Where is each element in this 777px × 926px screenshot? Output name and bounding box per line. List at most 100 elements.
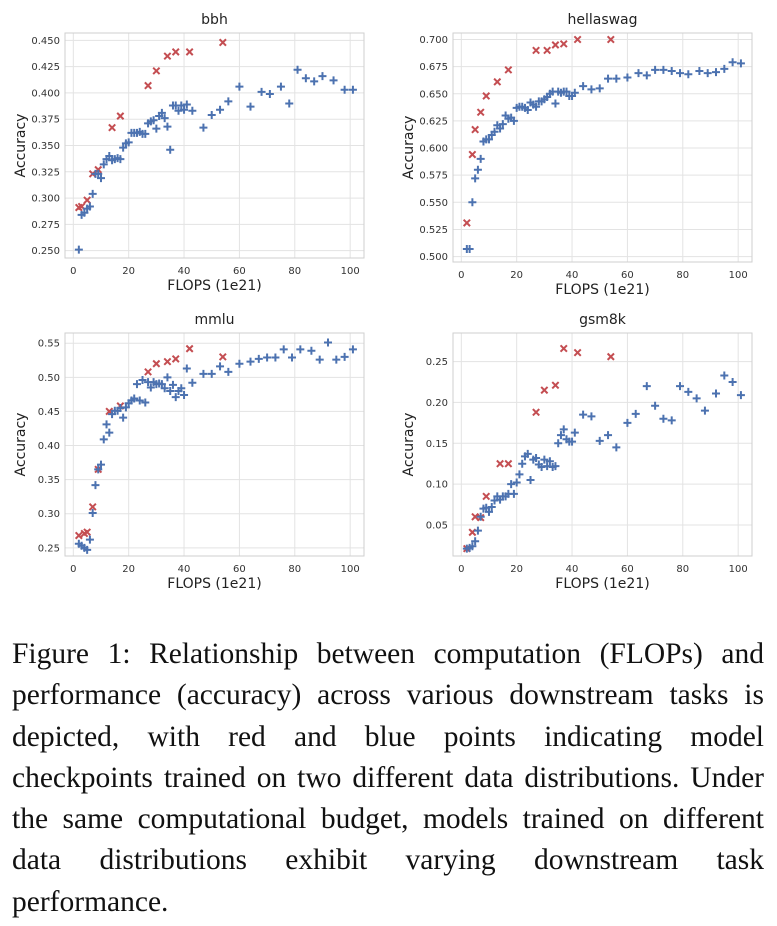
data-point — [651, 401, 660, 410]
data-point — [484, 135, 493, 144]
data-point — [554, 439, 563, 448]
series-blue-plus — [74, 65, 357, 254]
data-point — [224, 367, 233, 376]
subplot-title: mmlu — [194, 312, 234, 328]
y-axis-label: Accuracy — [13, 413, 29, 477]
data-point — [121, 403, 130, 412]
y-axis-label: Accuracy — [13, 114, 29, 178]
x-tick-label: 60 — [621, 270, 634, 281]
data-point — [94, 169, 103, 178]
y-tick-label: 0.450 — [31, 36, 60, 47]
x-tick-label: 60 — [233, 266, 246, 277]
subplot-bbh: 0 20 40 60 80 100 0.250 0.275 0.300 0.325 0.350 0.3… — [13, 12, 365, 294]
data-point — [700, 406, 709, 415]
data-point — [88, 509, 97, 518]
y-tick-label: 0.25 — [426, 357, 448, 368]
x-tick-label: 60 — [621, 564, 634, 575]
x-tick-label: 40 — [178, 266, 191, 277]
x-tick-label: 100 — [341, 564, 360, 575]
data-point — [532, 453, 541, 462]
data-point — [246, 357, 255, 366]
y-tick-label: 0.625 — [419, 116, 448, 127]
data-point — [526, 476, 535, 485]
x-tick-label: 40 — [566, 270, 579, 281]
series-blue-plus — [462, 371, 745, 553]
data-point — [105, 152, 114, 161]
data-point — [224, 97, 233, 106]
data-point — [96, 460, 105, 469]
plot-frame — [452, 332, 753, 557]
data-point — [570, 88, 579, 97]
x-tick-label: 40 — [178, 564, 191, 575]
data-point — [720, 371, 729, 380]
data-point — [102, 420, 111, 429]
data-point — [199, 123, 208, 132]
data-point — [518, 459, 527, 468]
x-tick-label: 100 — [729, 564, 748, 575]
data-point — [728, 378, 737, 387]
data-point — [545, 457, 554, 466]
data-point — [119, 413, 128, 422]
y-tick-label: 0.10 — [426, 480, 448, 491]
data-point — [152, 124, 161, 133]
data-point — [177, 101, 186, 110]
subplot-mmlu: 0 20 40 60 80 100 0.25 0.30 0.35 0.40 0.45 0.50 0.55… — [13, 312, 365, 592]
data-point — [157, 380, 166, 389]
data-point — [667, 66, 676, 75]
data-point — [207, 369, 216, 378]
x-axis-label: FLOPS (1e21) — [555, 282, 649, 298]
data-point — [74, 245, 83, 254]
data-point — [163, 122, 172, 131]
data-point — [462, 219, 471, 227]
data-point — [728, 58, 737, 67]
data-point — [736, 59, 745, 68]
data-point — [285, 99, 294, 108]
data-point — [99, 160, 108, 169]
y-tick-label: 0.35 — [38, 475, 60, 486]
data-point — [623, 418, 632, 427]
data-point — [556, 431, 565, 440]
y-tick-label: 0.55 — [38, 339, 60, 350]
data-point — [540, 455, 549, 464]
data-point — [135, 396, 144, 405]
data-point — [684, 387, 693, 396]
x-axis-label: FLOPS (1e21) — [167, 278, 261, 294]
y-tick-label: 0.700 — [419, 35, 448, 46]
data-point — [476, 154, 485, 163]
data-point — [703, 69, 712, 78]
subplot-gsm8k: 0 20 40 60 80 100 0.05 0.10 0.15 0.20 0.25 gsm8k FLO… — [401, 312, 753, 592]
data-point — [144, 81, 152, 90]
data-point — [684, 70, 693, 79]
y-tick-label: 0.30 — [38, 509, 60, 520]
x-tick-label: 80 — [676, 564, 689, 575]
data-point — [509, 489, 518, 498]
data-point — [579, 410, 588, 419]
data-point — [207, 111, 216, 120]
data-point — [532, 46, 540, 55]
x-tick-label: 0 — [458, 270, 464, 281]
data-point — [324, 338, 333, 347]
y-tick-label: 0.575 — [419, 171, 448, 182]
data-point — [88, 502, 97, 511]
data-point — [551, 99, 560, 108]
data-point — [604, 431, 613, 440]
data-point — [659, 65, 668, 74]
plot-area — [453, 33, 752, 262]
data-point — [676, 382, 685, 391]
data-point — [612, 74, 621, 83]
y-tick-label: 0.350 — [31, 141, 60, 152]
data-point — [80, 208, 89, 217]
data-point — [163, 373, 172, 382]
data-point — [667, 416, 676, 425]
plot-frame — [452, 32, 753, 263]
y-tick-label: 0.400 — [31, 88, 60, 99]
data-point — [288, 353, 297, 362]
data-point — [144, 367, 152, 376]
data-point — [182, 364, 191, 373]
data-point — [512, 478, 521, 487]
y-tick-label: 0.550 — [419, 198, 448, 209]
data-point — [138, 376, 147, 385]
y-tick-label: 0.25 — [38, 543, 60, 554]
data-point — [493, 77, 502, 86]
